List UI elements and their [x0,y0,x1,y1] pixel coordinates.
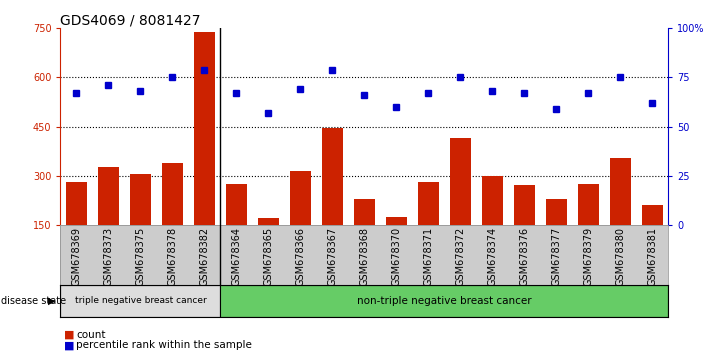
Bar [66,182,87,274]
Bar [418,182,439,274]
Bar [642,205,663,274]
Bar [226,184,247,274]
Text: GSM678377: GSM678377 [551,227,562,286]
Bar [194,32,215,274]
Text: GSM678366: GSM678366 [295,227,306,286]
Text: disease state: disease state [1,296,66,306]
Text: GSM678365: GSM678365 [263,227,274,286]
Text: GSM678381: GSM678381 [647,227,658,286]
Bar [578,184,599,274]
Text: percentile rank within the sample: percentile rank within the sample [76,340,252,350]
Text: count: count [76,330,105,339]
Bar [354,199,375,274]
Bar [130,174,151,274]
Text: GSM678369: GSM678369 [71,227,82,286]
Text: GSM678382: GSM678382 [199,227,210,286]
Text: GSM678374: GSM678374 [487,227,498,286]
Text: GSM678379: GSM678379 [583,227,594,286]
Bar [610,158,631,274]
Bar [450,138,471,274]
Bar [162,162,183,274]
Text: GSM678364: GSM678364 [231,227,242,286]
Bar [514,185,535,274]
Text: GSM678373: GSM678373 [103,227,114,286]
Text: GSM678376: GSM678376 [519,227,530,286]
Text: triple negative breast cancer: triple negative breast cancer [75,296,206,306]
Bar [322,128,343,274]
Bar [482,176,503,274]
Text: GSM678370: GSM678370 [391,227,402,286]
Bar [546,199,567,274]
Text: GSM678372: GSM678372 [455,227,466,286]
Text: GSM678371: GSM678371 [423,227,434,286]
Text: ■: ■ [64,330,75,339]
Text: GSM678378: GSM678378 [167,227,178,286]
Text: ▶: ▶ [48,296,56,306]
Bar [258,218,279,274]
Text: GSM678367: GSM678367 [327,227,338,286]
Bar [290,171,311,274]
Text: ■: ■ [64,340,75,350]
Text: GSM678368: GSM678368 [359,227,370,286]
Bar [220,285,668,317]
Text: GSM678380: GSM678380 [615,227,626,286]
Bar [98,167,119,274]
Text: GDS4069 / 8081427: GDS4069 / 8081427 [60,13,201,27]
Bar [60,285,220,317]
Text: non-triple negative breast cancer: non-triple negative breast cancer [357,296,532,306]
Text: GSM678375: GSM678375 [135,227,146,286]
Bar [386,217,407,274]
